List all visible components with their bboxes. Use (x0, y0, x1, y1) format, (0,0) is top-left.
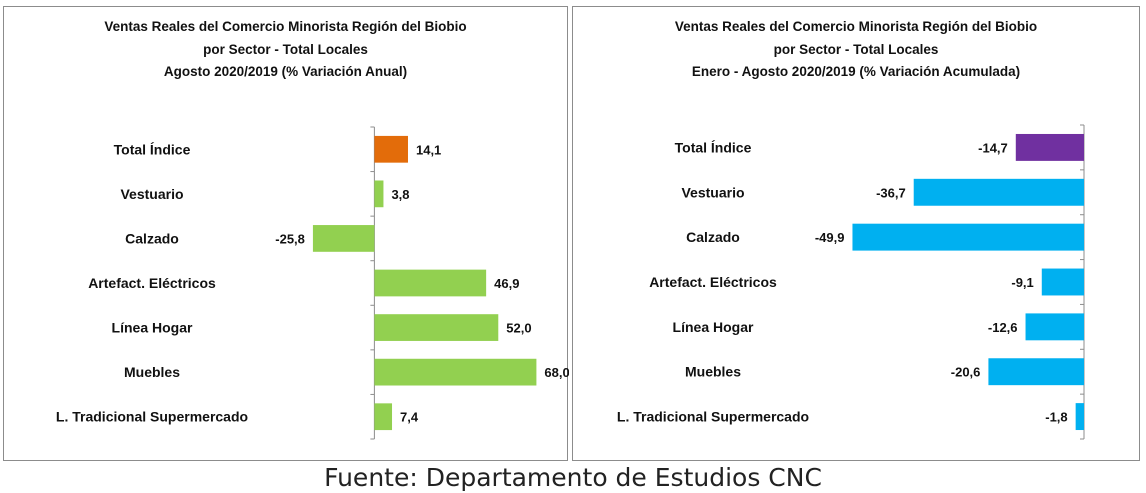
chart-panel-annual: Ventas Reales del Comercio Minorista Reg… (3, 6, 569, 461)
bar (374, 403, 393, 431)
bar (374, 180, 384, 208)
data-label: -9,1 (1011, 275, 1033, 290)
bar-chart-cumulative: Total Índice -14,7 Vestuario -36,7 Calzado -4… (617, 124, 1085, 440)
data-label: -1,8 (1045, 410, 1067, 425)
bar (1025, 313, 1084, 341)
bar (374, 269, 487, 297)
data-label: 52,0 (506, 321, 531, 336)
chart-title-line-3: Enero - Agosto 2020/2019 (% Variación Ac… (691, 64, 1021, 79)
bar (374, 135, 408, 163)
data-label: -25,8 (275, 231, 305, 246)
category-label: Vestuario (120, 186, 183, 202)
chart-title-line-2: por Sector - Total Locales (773, 41, 939, 57)
category-label: Calzado (125, 230, 179, 246)
data-label: -36,7 (876, 185, 906, 200)
bar (374, 358, 537, 386)
data-label: -12,6 (988, 320, 1018, 335)
bar (988, 358, 1084, 386)
data-label: 3,8 (391, 187, 409, 202)
chart-title-line-3: Agosto 2020/2019 (% Variación Anual) (163, 64, 408, 79)
data-label: -49,9 (815, 230, 845, 245)
data-label: 46,9 (494, 276, 519, 291)
category-label: Artefact. Eléctricos (88, 275, 216, 291)
category-label: Artefact. Eléctricos (649, 274, 777, 290)
chart-title: Ventas Reales del Comercio Minorista Reg… (4, 16, 567, 84)
category-label: Calzado (686, 229, 740, 245)
bar (312, 225, 375, 252)
category-label: L. Tradicional Supermercado (617, 409, 809, 425)
category-label: Vestuario (681, 184, 744, 200)
data-label: 7,4 (400, 410, 419, 425)
bar (913, 178, 1084, 206)
bar (852, 223, 1084, 251)
data-label: -14,7 (978, 140, 1008, 155)
bar (374, 314, 499, 341)
data-label: 14,1 (416, 142, 441, 157)
bar (1075, 403, 1084, 431)
category-label: Muebles (685, 364, 741, 380)
bar (1041, 268, 1084, 296)
chart-title: Ventas Reales del Comercio Minorista Reg… (573, 16, 1139, 84)
source-caption: Fuente: Departamento de Estudios CNC (324, 463, 822, 492)
data-label: -20,6 (951, 365, 981, 380)
chart-panel-cumulative: Ventas Reales del Comercio Minorista Reg… (572, 6, 1140, 461)
bar-chart-annual: Total Índice 14,1 Vestuario 3,8 Calzado -25,8… (56, 126, 569, 440)
chart-title-line-1: Ventas Reales del Comercio Minorista Reg… (104, 19, 467, 34)
category-label: Línea Hogar (112, 320, 193, 336)
bar (1015, 133, 1084, 161)
category-label: L. Tradicional Supermercado (56, 409, 248, 425)
category-label: Total Índice (675, 139, 752, 155)
category-label: Muebles (124, 364, 180, 380)
category-label: Total Índice (114, 141, 191, 157)
chart-title-line-2: por Sector - Total Locales (203, 41, 368, 57)
category-label: Línea Hogar (673, 319, 754, 335)
data-label: 68,0 (544, 365, 569, 380)
chart-title-line-1: Ventas Reales del Comercio Minorista Reg… (674, 19, 1038, 34)
